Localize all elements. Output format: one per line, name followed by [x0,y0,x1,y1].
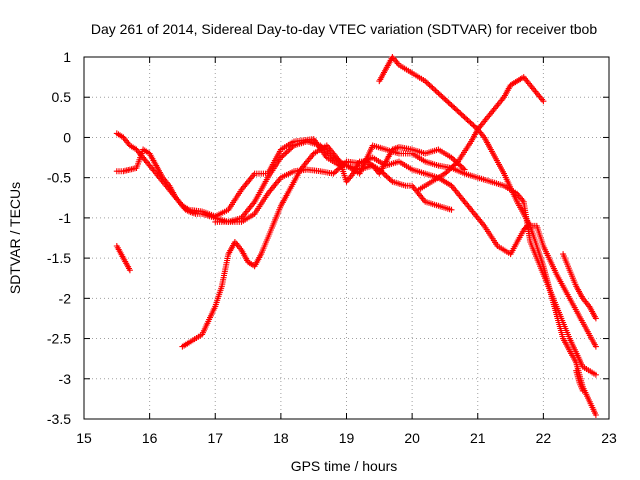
y-tick-label: -1.5 [47,250,71,266]
data-point [460,113,467,119]
y-tick-label: 0.5 [52,89,72,105]
data-point [467,119,474,126]
data-point [439,94,446,101]
y-tick-labels: -3.5 -3 -2.5 -2 -1.5 -1 -0.5 0 0.5 1 [47,49,71,427]
x-tick-label: 16 [142,430,158,446]
y-tick-label: -2.5 [47,331,71,347]
data-point [126,267,133,274]
data-point [450,162,457,169]
data-point [428,83,435,90]
data-point [452,106,459,113]
data-point [460,165,467,172]
data-point [450,103,456,110]
x-tick-label: 22 [536,430,552,446]
x-tick-label: 15 [76,430,92,446]
x-tick-label: 19 [339,430,355,446]
data-series [376,54,599,418]
data-point [454,107,461,114]
data-series [113,130,599,350]
data-point [592,412,599,418]
data-point [277,154,284,161]
axis-ticks [83,56,610,420]
y-tick-label: -1 [59,210,72,226]
data-point [288,145,295,152]
data-point [448,206,455,213]
y-tick-label: -3.5 [47,411,71,427]
data-points [113,54,599,418]
y-tick-label: -2 [59,290,72,306]
data-point [388,177,394,184]
data-point [385,174,392,181]
data-point [438,92,445,99]
data-point [447,165,454,172]
x-tick-label: 20 [404,430,420,446]
y-axis-label: SDTVAR / TECUs [7,182,23,294]
data-point [285,147,292,154]
data-point [592,371,599,378]
data-point [444,168,451,174]
data-point [592,315,599,322]
data-point [327,151,334,158]
data-point [463,115,470,122]
data-series [113,243,133,274]
data-series [415,74,547,193]
data-point [447,100,453,107]
x-axis-label: GPS time / hours [291,458,398,474]
y-tick-label: 0 [63,129,71,145]
data-point [383,173,390,180]
data-point [425,80,432,87]
data-point [450,155,456,162]
data-point [282,150,289,157]
x-tick-label: 21 [470,430,486,446]
data-point [470,122,477,129]
data-point [461,166,468,173]
data-point [435,90,442,97]
data-series [560,251,599,322]
data-series [212,138,468,225]
x-tick-labels: 15 16 17 18 19 20 21 22 23 [76,430,617,446]
x-tick-label: 18 [273,430,289,446]
y-tick-label: -3 [59,371,72,387]
data-point [386,176,393,182]
x-tick-label: 17 [207,430,223,446]
data-point [323,147,330,154]
data-point [331,169,338,176]
data-point [382,172,389,178]
data-point [330,170,337,177]
data-point [317,142,324,149]
data-point [540,98,547,105]
data-point [445,99,452,106]
data-point [455,109,462,115]
data-series [573,367,586,394]
data-point [432,87,439,94]
data-point [320,145,327,152]
chart-title: Day 261 of 2014, Sidereal Day-to-day VTE… [91,21,598,37]
y-tick-label: 1 [63,49,71,65]
data-point [592,343,599,350]
data-point [457,162,464,169]
y-tick-label: -0.5 [47,170,71,186]
data-point [431,86,437,93]
data-point [457,110,464,117]
x-tick-label: 23 [601,430,617,446]
data-point [442,96,449,103]
data-point [464,117,471,123]
data-point [579,387,586,394]
